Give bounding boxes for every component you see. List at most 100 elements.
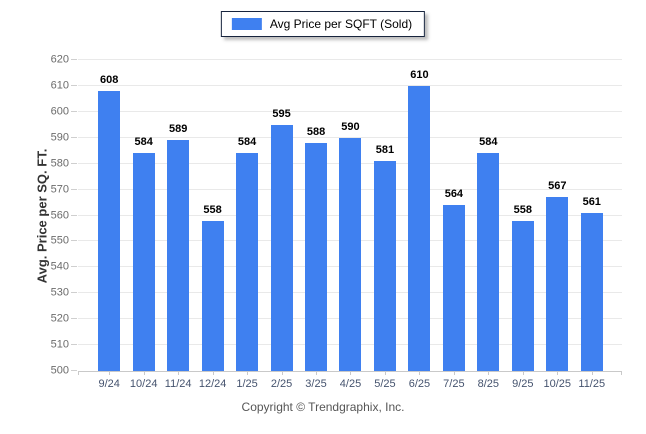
y-tick-mark: [71, 162, 77, 164]
bar-slot: 595 2/25: [264, 60, 298, 390]
x-tick-label: 4/25: [339, 378, 362, 390]
bar: [339, 137, 362, 371]
y-tick-mark: [71, 292, 77, 294]
bar-slot: 558 12/24: [195, 60, 229, 389]
gridline: [78, 84, 622, 86]
y-tick-mark: [71, 266, 77, 268]
x-tick-mark: [384, 371, 386, 375]
axis-edge-tick: [621, 371, 622, 375]
x-tick-mark: [350, 371, 352, 375]
x-tick-label: 10/24: [129, 378, 158, 390]
gridline: [78, 136, 622, 138]
bar-slot: 561 11/25: [575, 60, 609, 389]
bar-value-label: 567: [548, 180, 567, 193]
y-tick-mark: [71, 344, 77, 346]
bar-slot: 608 9/24: [92, 60, 126, 390]
x-tick-label: 1/25: [236, 378, 258, 390]
bar-slot: 564 7/25: [437, 60, 471, 390]
bar-slot: 584 1/25: [230, 60, 264, 390]
bar-slot: 590 4/25: [333, 60, 367, 390]
y-tick-mark: [71, 188, 77, 190]
bar-value-label: 584: [479, 136, 498, 149]
bar-value-label: 589: [168, 123, 188, 136]
y-tick-label: 520: [50, 312, 69, 325]
x-tick-mark: [212, 371, 214, 375]
bar-slot: 581 5/25: [368, 60, 402, 390]
bar-value-label: 561: [582, 195, 601, 208]
legend: Avg Price per SQFT (Sold): [220, 11, 426, 37]
y-tick-mark: [71, 136, 77, 138]
y-tick-mark: [71, 84, 77, 86]
x-tick-label: 7/25: [443, 378, 465, 390]
x-tick-label: 2/25: [270, 378, 293, 390]
y-tick-mark: [71, 59, 77, 60]
bar-value-label: 608: [100, 74, 119, 87]
x-tick-mark: [281, 371, 283, 375]
x-tick-mark: [419, 371, 421, 375]
bar-value-label: 558: [203, 203, 222, 216]
y-tick-label: 570: [50, 183, 69, 196]
x-tick-label: 3/25: [305, 378, 327, 390]
bar-value-label: 584: [134, 136, 153, 149]
bar-value-label: 590: [341, 120, 360, 133]
y-tick-label: 580: [50, 157, 69, 170]
y-tick-label: 620: [50, 53, 69, 66]
x-tick-mark: [522, 371, 524, 375]
x-tick-mark: [109, 371, 111, 375]
x-tick-mark: [557, 371, 559, 375]
bar: [373, 161, 396, 371]
bar-slot: 584 10/24: [126, 60, 160, 390]
bar-value-label: 564: [444, 188, 464, 201]
bar-slot: 567 10/25: [540, 60, 574, 390]
bar-value-label: 584: [237, 136, 257, 149]
bar: [270, 124, 293, 371]
bar: [580, 212, 603, 371]
y-tick-mark: [71, 370, 77, 371]
x-tick-label: 9/25: [512, 378, 534, 390]
x-tick-label: 6/25: [408, 378, 431, 390]
y-tick-label: 590: [50, 131, 69, 144]
x-tick-label: 12/24: [198, 378, 227, 390]
bar-slot: 584 8/25: [471, 60, 505, 390]
plot-area: 500 510 520 530 540 550 560 570 580 590 600 610 620 6…: [51, 54, 622, 390]
gridline: [78, 110, 622, 112]
x-tick-label: 11/25: [578, 378, 606, 390]
bar-value-label: 588: [306, 125, 326, 138]
axis-edge-tick: [78, 371, 79, 375]
x-tick-label: 10/25: [543, 378, 572, 390]
y-tick-label: 500: [50, 364, 69, 377]
bar: [236, 153, 259, 371]
y-tick-mark: [71, 110, 77, 112]
x-tick-label: 5/25: [374, 378, 396, 390]
legend-label: Avg Price per SQFT (Sold): [269, 17, 413, 31]
x-tick-mark: [247, 371, 249, 375]
bar-value-label: 610: [410, 68, 429, 81]
bar: [201, 220, 224, 371]
x-tick-mark: [143, 371, 145, 375]
bar: [477, 153, 500, 371]
y-tick-mark: [71, 214, 77, 216]
x-tick-mark: [488, 371, 490, 375]
y-tick-label: 510: [50, 338, 69, 351]
bar-slot: 588 3/25: [299, 60, 333, 390]
bar-value-label: 581: [375, 144, 395, 157]
y-tick-label: 550: [50, 234, 69, 247]
bar: [305, 142, 328, 371]
y-tick-label: 530: [50, 286, 69, 299]
bar-slot: 589 11/24: [161, 60, 195, 390]
bar-slot: 610 6/25: [402, 60, 436, 390]
y-tick-label: 610: [50, 79, 69, 92]
x-tick-mark: [591, 371, 593, 375]
x-tick-mark: [453, 371, 455, 375]
footer-text: Copyright © Trendgraphix, Inc.: [241, 400, 405, 414]
bar: [98, 91, 121, 371]
y-tick-label: 600: [50, 105, 69, 118]
bar: [408, 85, 431, 371]
y-tick-mark: [71, 318, 77, 320]
x-tick-label: 8/25: [477, 378, 500, 390]
bar: [167, 140, 190, 371]
y-tick-label: 560: [50, 209, 69, 221]
bar: [442, 205, 465, 371]
bar: [511, 220, 534, 371]
bar-value-label: 558: [513, 203, 532, 216]
